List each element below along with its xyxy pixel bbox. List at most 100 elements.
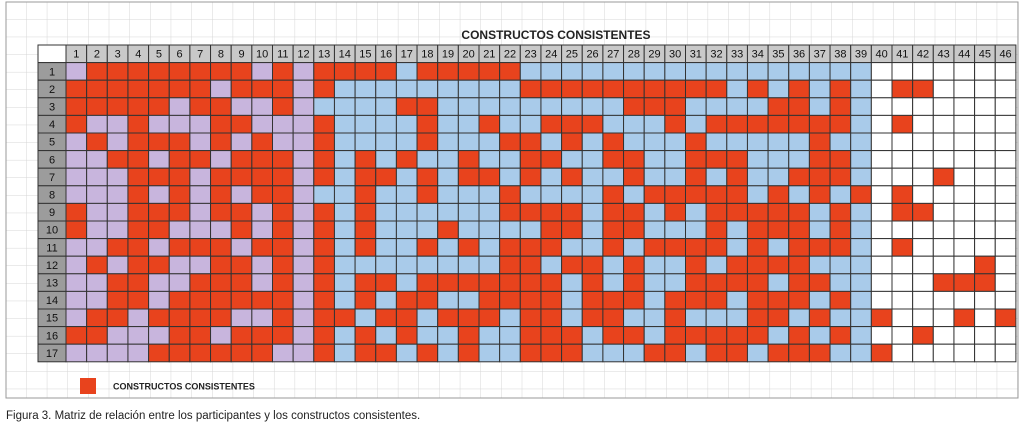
matrix-cell <box>354 255 377 275</box>
matrix-cell <box>65 132 88 152</box>
matrix-cell <box>912 326 934 345</box>
row-header: 6 <box>49 154 55 166</box>
matrix-cell <box>974 167 996 187</box>
matrix-cell <box>230 114 253 134</box>
matrix-cell <box>251 308 274 328</box>
matrix-cell <box>932 308 955 328</box>
matrix-cell <box>416 79 439 99</box>
matrix-cell <box>395 150 418 169</box>
matrix-cell <box>127 308 150 328</box>
matrix-cell <box>912 290 934 310</box>
column-header: 40 <box>876 49 888 61</box>
matrix-cell <box>974 202 996 222</box>
matrix-cell <box>333 167 356 187</box>
matrix-cell <box>746 290 769 310</box>
matrix-cell <box>994 220 1017 240</box>
matrix-cell <box>581 132 604 152</box>
matrix-cell <box>623 326 645 345</box>
matrix-cell <box>561 62 583 81</box>
matrix-cell <box>127 326 150 345</box>
matrix-cell <box>808 114 831 134</box>
matrix-cell <box>127 114 150 134</box>
matrix-cell <box>540 273 563 292</box>
matrix-cell <box>230 238 253 257</box>
matrix-cell <box>354 308 377 328</box>
matrix-cell <box>375 290 397 310</box>
matrix-cell <box>808 97 831 116</box>
matrix-cell <box>499 97 521 116</box>
column-header: 34 <box>752 49 764 61</box>
matrix-cell <box>313 97 335 116</box>
matrix-cell <box>850 150 872 169</box>
matrix-cell <box>251 97 274 116</box>
matrix-cell <box>65 167 88 187</box>
matrix-cell <box>106 326 129 345</box>
matrix-cell <box>912 167 934 187</box>
matrix-cell <box>189 185 212 204</box>
matrix-cell <box>499 79 521 99</box>
matrix-cell <box>168 273 191 292</box>
matrix-cell <box>705 273 728 292</box>
matrix-cell <box>623 167 645 187</box>
matrix-cell <box>437 167 459 187</box>
matrix-cell <box>106 114 129 134</box>
matrix-cell <box>581 326 604 345</box>
caption: Figura 3. Matriz de relación entre los p… <box>6 410 420 422</box>
matrix-cell <box>767 273 790 292</box>
matrix-cell <box>767 343 790 363</box>
matrix-cell <box>788 290 810 310</box>
matrix-cell <box>808 79 831 99</box>
matrix-cell <box>891 97 914 116</box>
matrix-cell <box>499 238 521 257</box>
matrix-cell <box>891 62 914 81</box>
matrix-cell <box>251 326 274 345</box>
matrix-cell <box>850 273 872 292</box>
matrix-cell <box>106 185 129 204</box>
matrix-cell <box>354 202 377 222</box>
matrix-cell <box>664 238 686 257</box>
matrix-cell <box>251 167 274 187</box>
matrix-cell <box>210 114 232 134</box>
column-header: 23 <box>525 49 537 61</box>
matrix-cell <box>148 150 170 169</box>
matrix-cell <box>148 273 170 292</box>
matrix-cell <box>602 220 625 240</box>
matrix-cell <box>726 255 748 275</box>
matrix-cell <box>354 150 377 169</box>
matrix-cell <box>932 343 955 363</box>
matrix-cell <box>106 273 129 292</box>
matrix-cell <box>974 255 996 275</box>
row-header: 8 <box>49 190 55 202</box>
matrix-cell <box>540 290 563 310</box>
matrix-cell <box>416 255 439 275</box>
matrix-cell <box>499 167 521 187</box>
matrix-cell <box>664 255 686 275</box>
matrix-cell <box>561 114 583 134</box>
matrix-cell <box>705 79 728 99</box>
matrix-cell <box>189 255 212 275</box>
matrix-cell <box>705 97 728 116</box>
matrix-cell <box>395 79 418 99</box>
matrix-cell <box>416 202 439 222</box>
matrix-cell <box>354 114 377 134</box>
matrix-cell <box>354 79 377 99</box>
matrix-cell <box>850 202 872 222</box>
row-header: 14 <box>46 295 58 307</box>
matrix-cell <box>932 79 955 99</box>
matrix-cell <box>375 132 397 152</box>
matrix-cell <box>808 185 831 204</box>
matrix-cell <box>478 290 501 310</box>
matrix-cell <box>437 326 459 345</box>
matrix-cell <box>788 132 810 152</box>
matrix-cell <box>395 290 418 310</box>
matrix-cell <box>333 273 356 292</box>
matrix-cell <box>953 185 976 204</box>
matrix-cell <box>478 343 501 363</box>
matrix-cell <box>395 185 418 204</box>
matrix-cell <box>354 220 377 240</box>
matrix-cell <box>230 202 253 222</box>
matrix-cell <box>65 62 88 81</box>
matrix-cell <box>602 132 625 152</box>
matrix-cell <box>891 220 914 240</box>
matrix-cell <box>333 290 356 310</box>
